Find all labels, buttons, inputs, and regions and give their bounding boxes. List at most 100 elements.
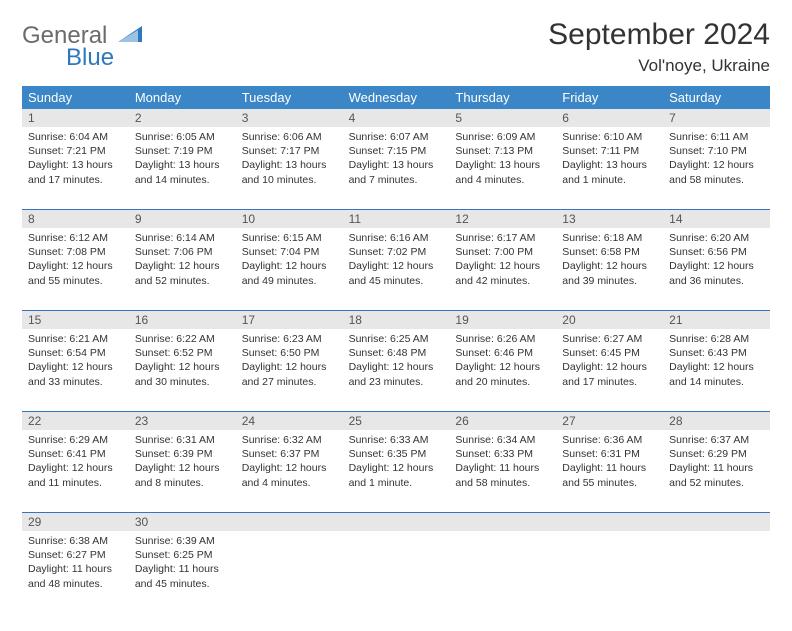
day-day1: Daylight: 12 hours: [455, 259, 550, 273]
day-day2: and 30 minutes.: [135, 375, 230, 389]
day-day1: Daylight: 13 hours: [28, 158, 123, 172]
day-sunset: Sunset: 6:52 PM: [135, 346, 230, 360]
day-number: 16: [129, 311, 236, 329]
day-sunrise: Sunrise: 6:16 AM: [349, 231, 444, 245]
day-sunrise: Sunrise: 6:10 AM: [562, 130, 657, 144]
day-day2: and 8 minutes.: [135, 476, 230, 490]
day-day1: Daylight: 11 hours: [135, 562, 230, 576]
day-day2: and 52 minutes.: [135, 274, 230, 288]
day-day2: and 55 minutes.: [28, 274, 123, 288]
day-sunset: Sunset: 6:45 PM: [562, 346, 657, 360]
day-day2: and 11 minutes.: [28, 476, 123, 490]
day-cell: Sunrise: 6:36 AMSunset: 6:31 PMDaylight:…: [556, 430, 663, 512]
day-day2: and 20 minutes.: [455, 375, 550, 389]
day-number: [343, 513, 450, 531]
day-day2: and 42 minutes.: [455, 274, 550, 288]
day-sunrise: Sunrise: 6:07 AM: [349, 130, 444, 144]
day-sunset: Sunset: 7:11 PM: [562, 144, 657, 158]
calendar: Sunday Monday Tuesday Wednesday Thursday…: [22, 86, 770, 613]
day-day2: and 58 minutes.: [455, 476, 550, 490]
daynum-row: 1234567: [22, 109, 770, 127]
day-sunset: Sunset: 7:08 PM: [28, 245, 123, 259]
day-day2: and 1 minute.: [349, 476, 444, 490]
day-number: 5: [449, 109, 556, 127]
day-day2: and 36 minutes.: [669, 274, 764, 288]
day-cell: Sunrise: 6:39 AMSunset: 6:25 PMDaylight:…: [129, 531, 236, 613]
day-number: [449, 513, 556, 531]
day-cell: [449, 531, 556, 613]
day-number: 21: [663, 311, 770, 329]
day-sunset: Sunset: 7:13 PM: [455, 144, 550, 158]
day-day2: and 33 minutes.: [28, 375, 123, 389]
daynum-row: 22232425262728: [22, 411, 770, 430]
day-sunset: Sunset: 6:48 PM: [349, 346, 444, 360]
day-number: 17: [236, 311, 343, 329]
dow-tuesday: Tuesday: [236, 86, 343, 109]
day-day1: Daylight: 11 hours: [669, 461, 764, 475]
week-row: Sunrise: 6:38 AMSunset: 6:27 PMDaylight:…: [22, 531, 770, 613]
day-day1: Daylight: 12 hours: [562, 360, 657, 374]
day-number: 22: [22, 412, 129, 430]
day-cell: Sunrise: 6:29 AMSunset: 6:41 PMDaylight:…: [22, 430, 129, 512]
day-day2: and 14 minutes.: [135, 173, 230, 187]
day-sunrise: Sunrise: 6:28 AM: [669, 332, 764, 346]
daynum-row: 2930: [22, 512, 770, 531]
day-sunset: Sunset: 6:56 PM: [669, 245, 764, 259]
day-number: 19: [449, 311, 556, 329]
day-cell: Sunrise: 6:18 AMSunset: 6:58 PMDaylight:…: [556, 228, 663, 310]
day-day2: and 4 minutes.: [455, 173, 550, 187]
day-day2: and 48 minutes.: [28, 577, 123, 591]
day-cell: Sunrise: 6:28 AMSunset: 6:43 PMDaylight:…: [663, 329, 770, 411]
day-day1: Daylight: 12 hours: [135, 461, 230, 475]
day-number: 6: [556, 109, 663, 127]
brand-text: General Blue: [22, 24, 114, 70]
day-cell: Sunrise: 6:22 AMSunset: 6:52 PMDaylight:…: [129, 329, 236, 411]
day-number: 3: [236, 109, 343, 127]
day-sunrise: Sunrise: 6:32 AM: [242, 433, 337, 447]
title-block: September 2024 Vol'noye, Ukraine: [548, 18, 770, 76]
day-number: 24: [236, 412, 343, 430]
day-sunset: Sunset: 7:15 PM: [349, 144, 444, 158]
day-cell: Sunrise: 6:20 AMSunset: 6:56 PMDaylight:…: [663, 228, 770, 310]
day-day1: Daylight: 11 hours: [455, 461, 550, 475]
day-cell: Sunrise: 6:27 AMSunset: 6:45 PMDaylight:…: [556, 329, 663, 411]
day-cell: [236, 531, 343, 613]
day-day1: Daylight: 12 hours: [669, 158, 764, 172]
day-sunrise: Sunrise: 6:05 AM: [135, 130, 230, 144]
brand-logo: General Blue: [22, 18, 146, 70]
day-day1: Daylight: 12 hours: [135, 360, 230, 374]
day-number: 25: [343, 412, 450, 430]
day-number: 26: [449, 412, 556, 430]
day-sunrise: Sunrise: 6:31 AM: [135, 433, 230, 447]
day-cell: Sunrise: 6:16 AMSunset: 7:02 PMDaylight:…: [343, 228, 450, 310]
day-number: 23: [129, 412, 236, 430]
day-sunset: Sunset: 6:41 PM: [28, 447, 123, 461]
day-day2: and 45 minutes.: [349, 274, 444, 288]
daynum-row: 15161718192021: [22, 310, 770, 329]
brand-triangle-icon: [118, 24, 146, 46]
day-sunrise: Sunrise: 6:37 AM: [669, 433, 764, 447]
day-day1: Daylight: 11 hours: [562, 461, 657, 475]
day-day2: and 4 minutes.: [242, 476, 337, 490]
day-sunset: Sunset: 6:29 PM: [669, 447, 764, 461]
day-day2: and 39 minutes.: [562, 274, 657, 288]
day-number: 30: [129, 513, 236, 531]
day-day2: and 58 minutes.: [669, 173, 764, 187]
day-day1: Daylight: 12 hours: [669, 360, 764, 374]
day-cell: Sunrise: 6:06 AMSunset: 7:17 PMDaylight:…: [236, 127, 343, 209]
day-day1: Daylight: 13 hours: [135, 158, 230, 172]
day-number: 28: [663, 412, 770, 430]
day-sunset: Sunset: 7:06 PM: [135, 245, 230, 259]
day-sunset: Sunset: 6:31 PM: [562, 447, 657, 461]
day-day1: Daylight: 13 hours: [349, 158, 444, 172]
day-day2: and 52 minutes.: [669, 476, 764, 490]
day-sunset: Sunset: 6:37 PM: [242, 447, 337, 461]
day-number: [236, 513, 343, 531]
day-day1: Daylight: 12 hours: [242, 259, 337, 273]
day-sunrise: Sunrise: 6:18 AM: [562, 231, 657, 245]
dow-monday: Monday: [129, 86, 236, 109]
day-cell: Sunrise: 6:31 AMSunset: 6:39 PMDaylight:…: [129, 430, 236, 512]
day-day2: and 17 minutes.: [28, 173, 123, 187]
day-day2: and 45 minutes.: [135, 577, 230, 591]
day-sunrise: Sunrise: 6:25 AM: [349, 332, 444, 346]
